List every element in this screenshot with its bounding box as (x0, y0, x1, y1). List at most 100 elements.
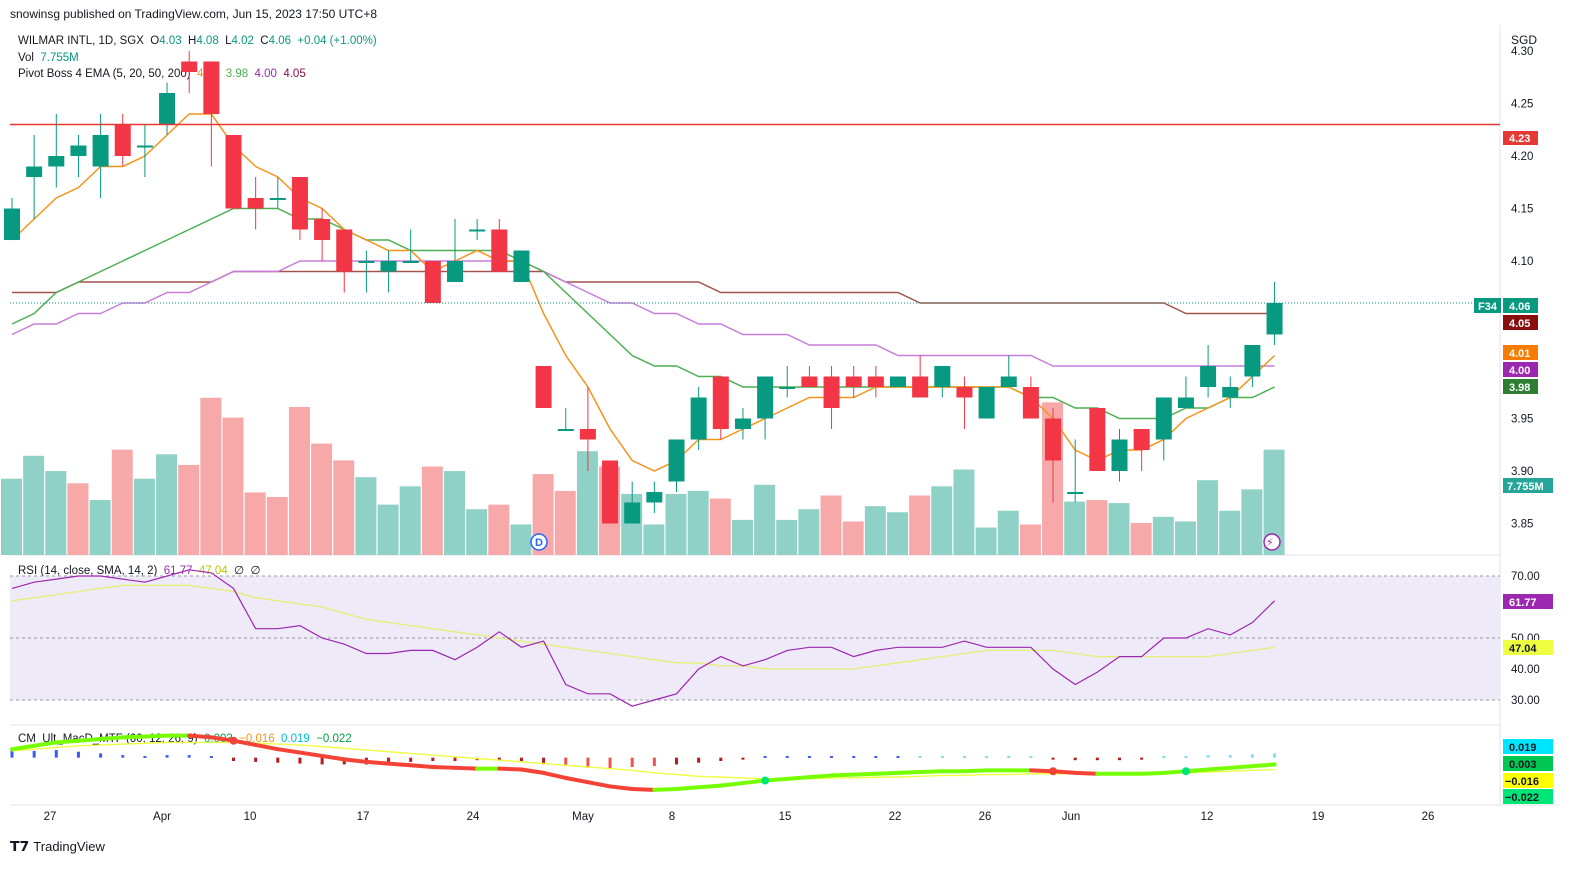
macd-line-segment (54, 738, 81, 745)
macd-histogram-bar (1140, 757, 1144, 760)
candle-body (114, 124, 131, 156)
volume-bar (887, 512, 908, 555)
time-tick-label: 17 (357, 811, 370, 823)
ema5-line (11, 113, 1276, 472)
volume-bar (1086, 500, 1108, 555)
macd-histogram-bar (76, 751, 80, 758)
macd-line-segment (253, 742, 280, 752)
macd-histogram-bar (785, 755, 789, 758)
macd-line-segment (430, 764, 457, 770)
macd-line-segment (674, 785, 701, 791)
dividend-label: D (535, 537, 543, 549)
volume-bar (953, 469, 975, 555)
tag-ema200: 4.05 (1509, 318, 1530, 330)
candle-body (1022, 387, 1039, 419)
candles[interactable] (4, 51, 1283, 524)
macd-histogram-bar (453, 757, 457, 762)
volume-bar (798, 509, 820, 555)
macd-histogram-bar (1228, 755, 1232, 758)
price-tick-label: 3.95 (1511, 414, 1533, 426)
candle-body (535, 366, 552, 408)
price-tick-label: 3.90 (1511, 466, 1533, 478)
tag-macd-1-bg (1503, 739, 1553, 754)
rsi-empty-2: ∅ (250, 565, 261, 577)
earnings-marker[interactable]: ⚡ (1263, 533, 1281, 551)
high-label: H (188, 35, 197, 47)
macd-histogram-bar (697, 757, 701, 763)
volume-bar (89, 500, 111, 555)
macd-line-segment (342, 757, 369, 764)
price-axis: 4.30 4.25 4.20 4.15 4.10 3.95 3.90 3.85 (1511, 46, 1533, 531)
open-value: 4.03 (159, 35, 182, 47)
volume-legend[interactable]: Vol 7.755M (18, 52, 79, 64)
price-tick-label: 4.10 (1511, 256, 1533, 268)
volume-bar (731, 519, 753, 555)
candle-body (712, 376, 729, 429)
macd-cross-dot (1049, 767, 1058, 776)
rsi-tick-label: 30.00 (1511, 695, 1540, 707)
macd-histogram-bar (1007, 755, 1011, 758)
tag-ema50-bg (1503, 362, 1538, 377)
volume-bar (222, 417, 244, 555)
price-tags: 4.23 F34 4.06 4.05 4.01 4.00 3.98 7.755M… (1474, 131, 1553, 804)
macd-line-segment (696, 783, 723, 790)
low-label: L (225, 35, 232, 47)
time-tick-label: 27 (44, 811, 57, 823)
candle-body (159, 93, 176, 125)
volume-label: Vol (18, 52, 34, 64)
candle-body (447, 261, 463, 282)
tag-macd-3-bg (1503, 773, 1553, 788)
candle-body (823, 376, 840, 408)
candle-body (314, 219, 331, 240)
candle-body (845, 376, 862, 387)
macd-value-3: 0.019 (281, 733, 310, 745)
rsi-tick-label: 40.00 (1511, 664, 1540, 676)
candle-body (912, 376, 929, 398)
candle-body (4, 208, 20, 240)
rsi-legend[interactable]: RSI (14, close, SMA, 14, 2) 61.77 47.04 … (18, 563, 261, 577)
ema-label: Pivot Boss 4 EMA (5, 20, 50, 200) (18, 68, 191, 80)
publisher-line: snowinsg published on TradingView.com, J… (10, 7, 378, 21)
macd-plot (10, 733, 1277, 792)
macd-line-segment (807, 773, 834, 780)
candle-body (890, 376, 906, 387)
candle-body (225, 135, 242, 209)
macd-histogram-bar (99, 753, 103, 758)
candle-body (867, 376, 884, 387)
rsi-label: RSI (14, close, SMA, 14, 2) (18, 565, 158, 577)
symbol-legend[interactable]: WILMAR INTL, 1D, SGX O4.03 H4.08 L4.02 C… (18, 35, 377, 47)
tag-macd-4-bg (1503, 789, 1553, 804)
volume-bar (1130, 522, 1152, 555)
volume-bar (333, 460, 355, 555)
macd-histogram-bar (431, 757, 435, 762)
macd-histogram-bar (254, 757, 258, 762)
macd-histogram-bar (121, 755, 125, 758)
volume-bar (133, 478, 155, 555)
time-tick-label: 15 (779, 811, 792, 823)
footer-brand[interactable]: 𝗧𝟳 TradingView (10, 838, 105, 855)
rsi-lines (11, 569, 1275, 707)
ema200-line (12, 270, 1275, 315)
tradingview-logo-icon: 𝗧𝟳 (10, 838, 30, 854)
macd-histogram-bar (763, 755, 767, 758)
macd-line-segment (297, 750, 325, 758)
macd-line-segment (142, 733, 170, 739)
time-tick-label: May (572, 811, 594, 823)
macd-histogram-bar (232, 757, 235, 762)
macd-histogram-bar (719, 757, 723, 762)
macd-line-segment (320, 753, 347, 762)
rsi-tick-label: 70.00 (1511, 571, 1540, 583)
close-value: 4.06 (268, 35, 291, 47)
tag-f34-bg (1474, 298, 1501, 313)
tag-macd-4: −0.022 (1505, 792, 1539, 804)
candle-body (513, 250, 530, 282)
candle-body (734, 418, 751, 429)
rsi-sma-line (11, 584, 1275, 670)
macd-line-segment (785, 775, 812, 781)
candle-body (1222, 387, 1239, 398)
dividend-marker[interactable]: D (530, 533, 548, 551)
volume-bar (156, 454, 178, 555)
candle-body (291, 177, 308, 230)
time-tick-label: 26 (979, 811, 992, 823)
